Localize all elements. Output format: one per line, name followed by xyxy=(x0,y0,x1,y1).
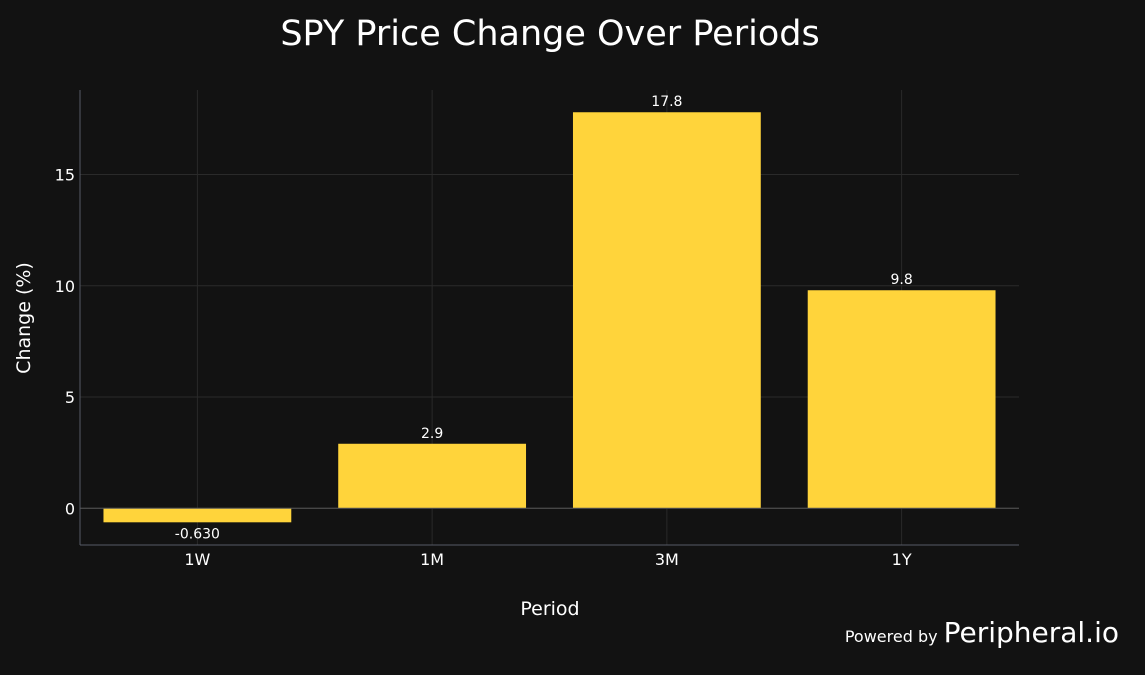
y-tick-label: 10 xyxy=(55,277,75,296)
y-tick-label: 5 xyxy=(65,388,75,407)
bars xyxy=(103,112,996,523)
watermark: Powered by Peripheral.io xyxy=(845,616,1119,649)
data-label-3m: 17.8 xyxy=(651,94,682,110)
y-axis-label: Change (%) xyxy=(13,262,35,374)
data-label-1w: -0.630 xyxy=(175,526,220,542)
x-tick-label: 3M xyxy=(655,550,679,569)
bar-1y xyxy=(807,290,996,509)
x-axis-label: Period xyxy=(520,598,579,620)
bar-1w xyxy=(103,508,292,523)
axes xyxy=(79,90,1019,546)
bar-3m xyxy=(572,112,761,509)
brand-logo-text: Peripheral.io xyxy=(943,616,1119,649)
y-tick-label: 0 xyxy=(65,499,75,518)
x-tick-label: 1W xyxy=(184,550,210,569)
bar-1m xyxy=(338,443,527,509)
x-tick-label: 1Y xyxy=(892,550,912,569)
x-tick-label: 1M xyxy=(420,550,444,569)
y-tick-label: 15 xyxy=(55,166,75,185)
data-label-1y: 9.8 xyxy=(890,272,912,288)
labels: -0.630 1W 2.9 1M 17.8 3M 9.8 1Y 0 5 10 15 xyxy=(55,94,913,569)
data-label-1m: 2.9 xyxy=(421,426,443,442)
powered-by-text: Powered by xyxy=(844,627,938,646)
chart-title: SPY Price Change Over Periods xyxy=(280,14,819,54)
